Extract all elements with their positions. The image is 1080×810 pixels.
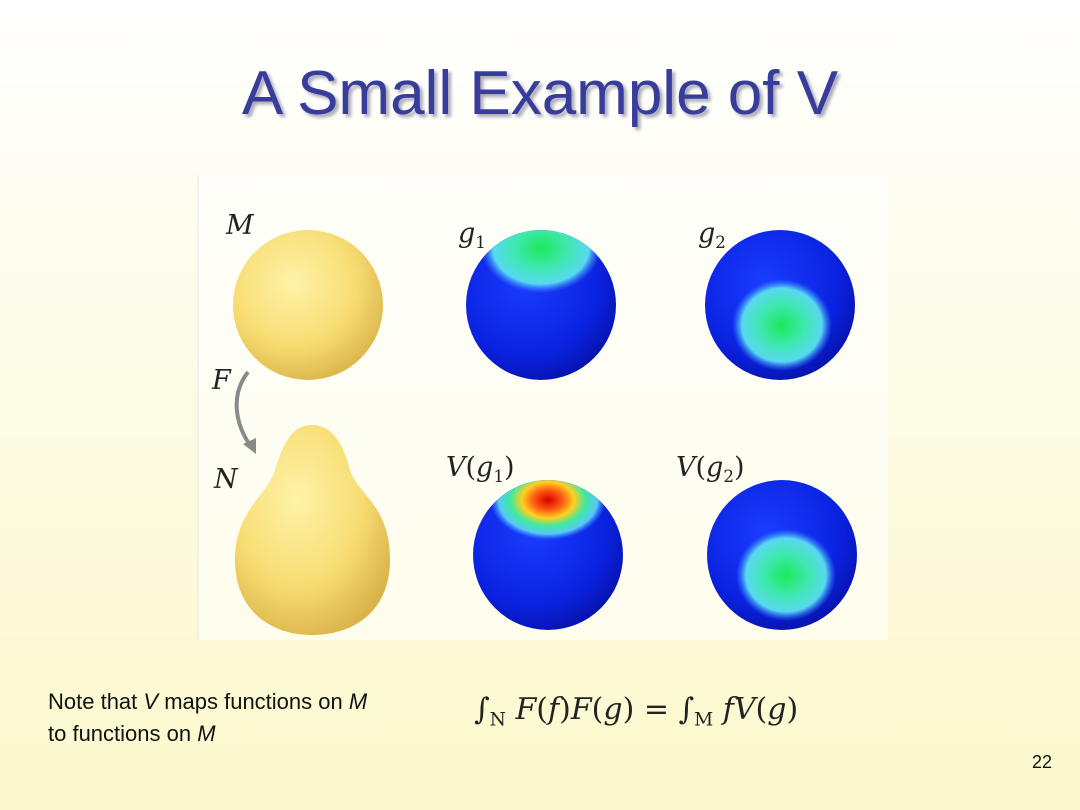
arrow-f xyxy=(234,370,254,450)
text-segment: N xyxy=(489,709,506,731)
text-segment: ) xyxy=(734,452,745,483)
text-segment: V xyxy=(676,452,696,483)
text-segment: g xyxy=(767,692,787,727)
text-segment: ( xyxy=(591,692,604,727)
text-segment: ∫ xyxy=(474,692,490,727)
text-segment: f xyxy=(548,692,560,727)
pear-n xyxy=(235,425,390,635)
note-line: to functions on M xyxy=(48,718,367,750)
text-segment: g xyxy=(706,452,724,483)
text-segment: g xyxy=(458,218,476,249)
label: g1 xyxy=(458,218,486,252)
text-segment: fV xyxy=(713,692,756,727)
text-segment: ) xyxy=(786,692,799,727)
text-segment: to functions on xyxy=(48,721,198,746)
text-segment: M xyxy=(226,210,254,241)
note-line: Note that V maps functions on M xyxy=(48,686,367,718)
text-segment: F xyxy=(212,365,231,396)
page-number: 22 xyxy=(1032,752,1053,772)
text-segment: ( xyxy=(465,452,477,483)
text-segment: Note that xyxy=(48,689,144,714)
text-segment: 2 xyxy=(715,231,726,252)
text-segment: M xyxy=(348,689,368,714)
text-segment: 1 xyxy=(493,465,504,486)
text-segment: 2 xyxy=(723,465,734,486)
label: V(g2) xyxy=(676,452,745,486)
text-segment: ) = ∫ xyxy=(622,692,695,727)
text-segment: ( xyxy=(755,692,768,727)
text-segment: V xyxy=(446,452,466,483)
text-segment: ( xyxy=(536,692,548,727)
spot-vg1 xyxy=(490,480,606,540)
text-segment: M xyxy=(197,721,216,746)
slide-title: A Small Example of V xyxy=(241,59,839,128)
text-segment: ) xyxy=(504,452,515,483)
text-segment: ( xyxy=(695,452,707,483)
text-segment: g xyxy=(698,218,716,249)
text-segment: g xyxy=(603,692,623,727)
spot-vg2 xyxy=(736,529,836,621)
label: F xyxy=(212,365,231,396)
arrow-head xyxy=(243,438,256,454)
label: M xyxy=(226,210,254,241)
text-segment: F xyxy=(570,692,592,727)
text-segment: F xyxy=(505,692,537,727)
label: N xyxy=(214,464,238,495)
spot-g2 xyxy=(732,279,832,371)
text-segment: maps functions on xyxy=(158,689,349,714)
text-segment: 1 xyxy=(475,231,486,252)
text-segment: V xyxy=(143,689,159,714)
text-segment: N xyxy=(214,464,238,495)
text-segment: ) xyxy=(559,692,571,727)
sphere-m xyxy=(233,230,383,380)
text-segment: g xyxy=(476,452,494,483)
spot-g1 xyxy=(481,230,601,293)
label: V(g1) xyxy=(446,452,515,486)
text-segment: M xyxy=(694,709,714,731)
label: g2 xyxy=(698,218,726,252)
formula: ∫N F(f)F(g) = ∫M fV(g) xyxy=(474,692,798,731)
